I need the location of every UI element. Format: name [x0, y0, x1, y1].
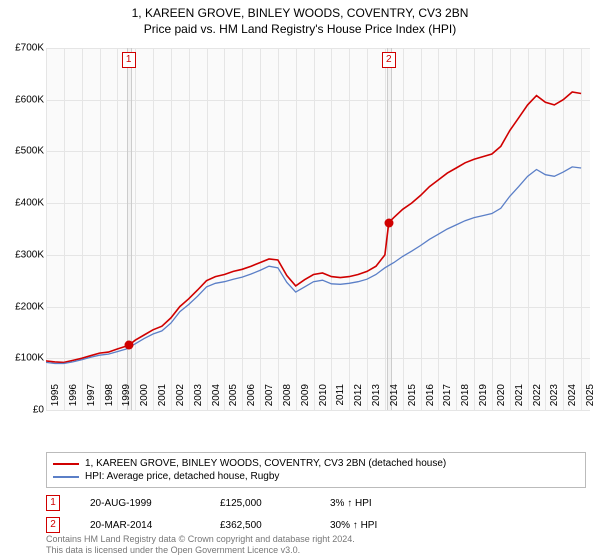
x-axis-label: 2001 — [157, 384, 168, 414]
legend-swatch — [53, 463, 79, 465]
y-axis-label: £200K — [4, 301, 44, 312]
footer-attribution: Contains HM Land Registry data © Crown c… — [46, 534, 355, 556]
x-axis-label: 2007 — [264, 384, 275, 414]
event-row-num: 2 — [46, 517, 60, 533]
event-row-num: 1 — [46, 495, 60, 511]
event-row: 1 20-AUG-1999 £125,000 3% ↑ HPI — [46, 492, 410, 514]
event-row-delta: 30% ↑ HPI — [330, 520, 410, 531]
x-axis-label: 2022 — [532, 384, 543, 414]
line-series-svg — [46, 48, 590, 410]
x-axis-label: 2014 — [389, 384, 400, 414]
y-axis-label: £0 — [4, 405, 44, 416]
y-axis-label: £600K — [4, 94, 44, 105]
x-axis-label: 2021 — [514, 384, 525, 414]
y-axis-label: £300K — [4, 249, 44, 260]
x-axis-label: 2011 — [335, 384, 346, 414]
sale-point-dot — [384, 218, 393, 227]
x-axis-label: 1996 — [68, 384, 79, 414]
x-axis-label: 2000 — [139, 384, 150, 414]
x-axis-label: 2005 — [228, 384, 239, 414]
event-row-date: 20-AUG-1999 — [90, 498, 190, 509]
x-axis-label: 1997 — [86, 384, 97, 414]
x-axis-label: 2002 — [175, 384, 186, 414]
event-row-price: £125,000 — [220, 498, 300, 509]
footer-line-2: This data is licensed under the Open Gov… — [46, 545, 355, 556]
event-row-price: £362,500 — [220, 520, 300, 531]
x-axis-label: 2013 — [371, 384, 382, 414]
y-axis-label: £700K — [4, 43, 44, 54]
x-axis-label: 2003 — [193, 384, 204, 414]
x-axis-label: 2009 — [300, 384, 311, 414]
x-axis-label: 2012 — [353, 384, 364, 414]
series-line-hpi — [46, 167, 581, 364]
x-axis-label: 2018 — [460, 384, 471, 414]
series-line-subject — [46, 92, 581, 362]
y-axis-label: £500K — [4, 146, 44, 157]
x-axis-label: 2020 — [496, 384, 507, 414]
legend-row: HPI: Average price, detached house, Rugb… — [53, 470, 579, 483]
x-axis-label: 2015 — [407, 384, 418, 414]
legend-row: 1, KAREEN GROVE, BINLEY WOODS, COVENTRY,… — [53, 457, 579, 470]
x-axis-label: 2024 — [567, 384, 578, 414]
sale-point-dot — [124, 341, 133, 350]
y-axis-label: £100K — [4, 353, 44, 364]
chart-subtitle: Price paid vs. HM Land Registry's House … — [0, 20, 600, 36]
event-marker: 2 — [382, 52, 396, 68]
event-row-date: 20-MAR-2014 — [90, 520, 190, 531]
legend-box: 1, KAREEN GROVE, BINLEY WOODS, COVENTRY,… — [46, 452, 586, 488]
chart-container: 1, KAREEN GROVE, BINLEY WOODS, COVENTRY,… — [0, 0, 600, 560]
legend-label: 1, KAREEN GROVE, BINLEY WOODS, COVENTRY,… — [85, 458, 446, 469]
footer-line-1: Contains HM Land Registry data © Crown c… — [46, 534, 355, 545]
x-axis-label: 1999 — [121, 384, 132, 414]
x-axis-label: 2025 — [585, 384, 596, 414]
legend-label: HPI: Average price, detached house, Rugb… — [85, 471, 279, 482]
event-row-delta: 3% ↑ HPI — [330, 498, 410, 509]
x-axis-label: 2023 — [549, 384, 560, 414]
x-axis-label: 2019 — [478, 384, 489, 414]
x-axis-label: 1998 — [104, 384, 115, 414]
event-marker: 1 — [122, 52, 136, 68]
plot-area: 12 — [46, 48, 590, 410]
event-row: 2 20-MAR-2014 £362,500 30% ↑ HPI — [46, 514, 410, 536]
y-axis-label: £400K — [4, 198, 44, 209]
x-axis-label: 2004 — [211, 384, 222, 414]
x-axis-label: 2006 — [246, 384, 257, 414]
x-axis-label: 2010 — [318, 384, 329, 414]
sale-events-table: 1 20-AUG-1999 £125,000 3% ↑ HPI 2 20-MAR-2014… — [46, 492, 410, 536]
x-axis-label: 1995 — [50, 384, 61, 414]
x-axis-label: 2017 — [442, 384, 453, 414]
x-axis-label: 2016 — [425, 384, 436, 414]
x-axis-label: 2008 — [282, 384, 293, 414]
legend-swatch — [53, 476, 79, 478]
chart-title: 1, KAREEN GROVE, BINLEY WOODS, COVENTRY,… — [0, 0, 600, 20]
